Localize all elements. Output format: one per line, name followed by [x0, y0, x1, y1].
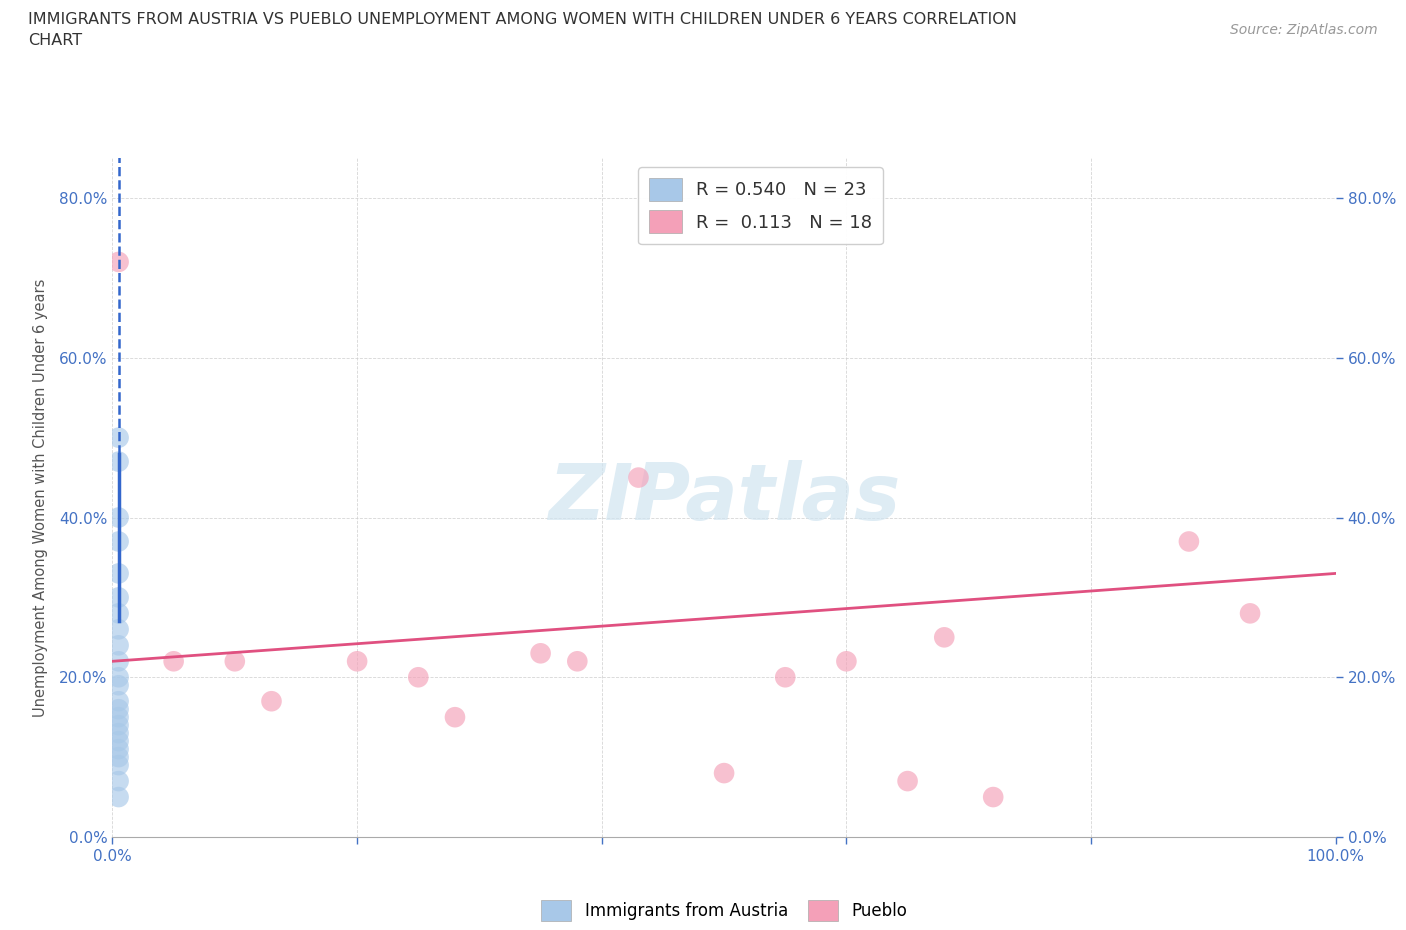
Point — [107, 654, 129, 669]
Point — [107, 694, 129, 709]
Point — [713, 765, 735, 780]
Point — [1178, 534, 1201, 549]
Point — [444, 710, 467, 724]
Text: Source: ZipAtlas.com: Source: ZipAtlas.com — [1230, 23, 1378, 37]
Point — [107, 678, 129, 693]
Point — [260, 694, 283, 709]
Point — [107, 590, 129, 604]
Point — [107, 718, 129, 733]
Point — [107, 638, 129, 653]
Point — [567, 654, 589, 669]
Y-axis label: Unemployment Among Women with Children Under 6 years: Unemployment Among Women with Children U… — [32, 278, 48, 717]
Point — [107, 606, 129, 621]
Point — [835, 654, 858, 669]
Point — [107, 750, 129, 764]
Point — [107, 742, 129, 757]
Point — [107, 622, 129, 637]
Point — [107, 534, 129, 549]
Point — [1239, 606, 1261, 621]
Point — [107, 255, 129, 270]
Point — [107, 454, 129, 469]
Point — [224, 654, 246, 669]
Point — [107, 510, 129, 525]
Point — [107, 566, 129, 581]
Text: IMMIGRANTS FROM AUSTRIA VS PUEBLO UNEMPLOYMENT AMONG WOMEN WITH CHILDREN UNDER 6: IMMIGRANTS FROM AUSTRIA VS PUEBLO UNEMPL… — [28, 12, 1017, 27]
Point — [897, 774, 920, 789]
Point — [107, 702, 129, 717]
Point — [408, 670, 430, 684]
Point — [107, 790, 129, 804]
Point — [107, 774, 129, 789]
Point — [627, 471, 650, 485]
Point — [107, 734, 129, 749]
Text: CHART: CHART — [28, 33, 82, 47]
Point — [107, 758, 129, 773]
Point — [981, 790, 1004, 804]
Point — [107, 670, 129, 684]
Point — [107, 431, 129, 445]
Point — [775, 670, 797, 684]
Point — [163, 654, 186, 669]
Point — [934, 630, 956, 644]
Point — [346, 654, 368, 669]
Point — [107, 710, 129, 724]
Point — [107, 725, 129, 740]
Legend: Immigrants from Austria, Pueblo: Immigrants from Austria, Pueblo — [534, 893, 914, 927]
Point — [529, 645, 551, 660]
Text: ZIPatlas: ZIPatlas — [548, 459, 900, 536]
